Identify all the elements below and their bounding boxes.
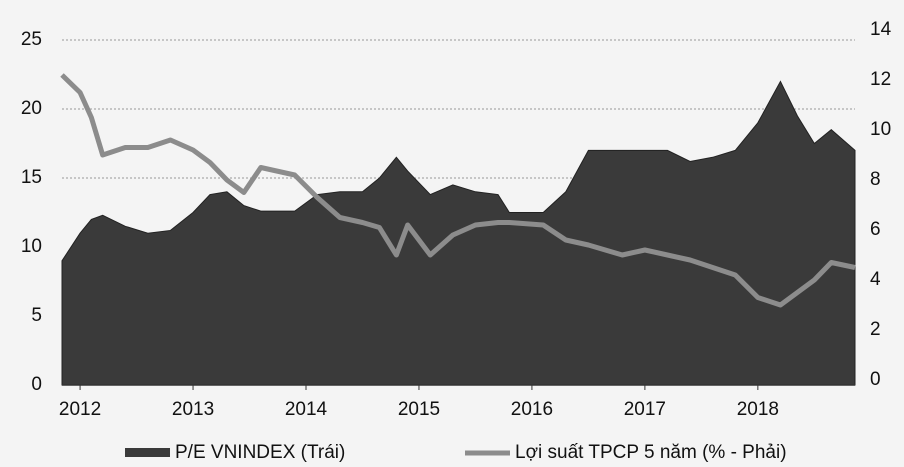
y2-tick-label: 12 [870, 69, 891, 90]
y2-tick-label: 4 [870, 269, 881, 290]
x-tick-label: 2013 [172, 399, 214, 420]
y-tick-label: 10 [21, 236, 42, 257]
x-tick-label: 2017 [624, 399, 666, 420]
x-tick-label: 2015 [398, 399, 440, 420]
x-tick-label: 2016 [511, 399, 553, 420]
x-tick-label: 2018 [737, 399, 779, 420]
y-tick-label: 0 [31, 374, 42, 395]
y2-tick-label: 6 [870, 219, 881, 240]
y-tick-label: 15 [21, 167, 42, 188]
y2-tick-label: 0 [870, 369, 881, 390]
y2-tick-label: 14 [870, 19, 892, 40]
legend-label: P/E VNINDEX (Trái) [175, 442, 345, 463]
y-tick-label: 20 [21, 98, 42, 119]
y2-tick-label: 8 [870, 169, 881, 190]
y2-tick-label: 2 [870, 319, 881, 340]
line [60, 73, 856, 308]
y2-tick-label: 10 [870, 119, 891, 140]
y-tick-label: 5 [31, 305, 42, 326]
y-tick-label: 25 [21, 29, 42, 50]
x-tick-label: 2014 [285, 399, 328, 420]
legend-swatch [125, 448, 170, 457]
x-tick-label: 2012 [59, 399, 101, 420]
legend-label: Lợi suất TPCP 5 năm (% - Phải) [515, 442, 787, 463]
